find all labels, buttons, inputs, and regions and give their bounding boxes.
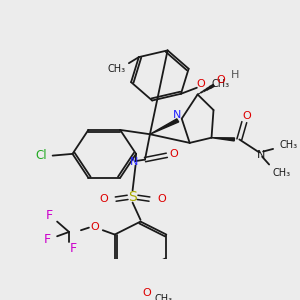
Text: CH₃: CH₃ [212,79,230,89]
Text: N: N [172,110,181,120]
Text: O: O [169,149,178,159]
Polygon shape [150,119,179,134]
Text: CH₃: CH₃ [273,168,291,178]
Text: Cl: Cl [35,149,46,162]
Text: H: H [231,70,239,80]
Text: O: O [142,288,151,298]
Text: O: O [242,111,250,121]
Text: N: N [130,157,139,167]
Text: N: N [257,150,266,160]
Polygon shape [212,138,235,141]
Text: CH₃: CH₃ [154,294,172,300]
Text: S: S [128,190,137,204]
Text: O: O [216,75,225,85]
Text: F: F [46,209,53,222]
Text: O: O [91,222,99,232]
Text: CH₃: CH₃ [108,64,126,74]
Text: F: F [69,242,76,255]
Text: O: O [99,194,108,204]
Text: F: F [44,233,51,246]
Text: O: O [196,79,205,89]
Text: CH₃: CH₃ [280,140,298,150]
Text: O: O [157,194,166,204]
